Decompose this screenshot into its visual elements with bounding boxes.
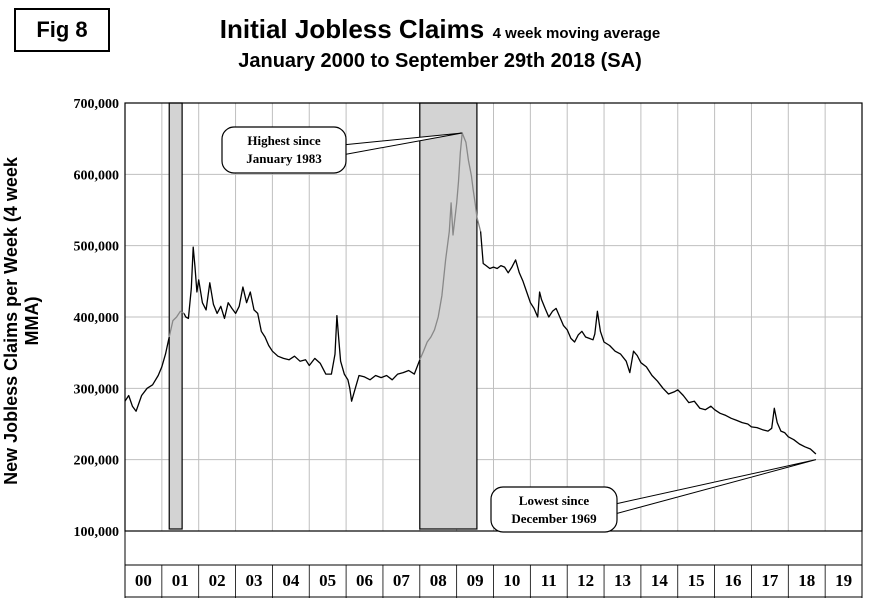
x-tick-label: 19 [835, 571, 852, 590]
x-tick-label: 05 [319, 571, 336, 590]
x-tick-label: 11 [541, 571, 557, 590]
callout-text: December 1969 [511, 511, 597, 526]
y-tick-label: 700,000 [74, 97, 120, 112]
callout-text: Highest since [247, 133, 321, 148]
title-suffix: 4 week moving average [492, 25, 661, 42]
x-tick-label: 00 [135, 571, 152, 590]
plot-border [124, 102, 863, 532]
callout-text: January 1983 [246, 151, 322, 166]
series-line-segment [168, 310, 185, 338]
x-tick-label: 07 [393, 571, 411, 590]
x-tick-label: 09 [467, 571, 484, 590]
recession-bar [419, 102, 478, 530]
x-tick-label: 15 [688, 571, 705, 590]
x-tick-label: 17 [761, 571, 779, 590]
y-tick-label: 200,000 [74, 454, 120, 469]
x-tick-label: 01 [172, 571, 189, 590]
series-line-segment [124, 336, 170, 412]
chart-title: Initial Jobless Claims 4 week moving ave… [140, 14, 740, 45]
x-tick-label: 08 [430, 571, 447, 590]
recession-bar [168, 102, 183, 530]
series-line-segment [183, 246, 421, 402]
figure-label: Fig 8 [14, 8, 110, 52]
series-line-segment [479, 231, 817, 455]
callout-pointer [612, 459, 817, 515]
callout-text: Lowest since [519, 493, 590, 508]
x-tick-label: 18 [798, 571, 815, 590]
x-tick-label: 10 [503, 571, 520, 590]
y-tick-label: 400,000 [74, 311, 120, 326]
chart-subtitle: January 2000 to September 29th 2018 (SA) [238, 50, 642, 72]
x-tick-label: 06 [356, 571, 373, 590]
x-tick-label: 02 [209, 571, 226, 590]
x-tick-label: 14 [651, 571, 669, 590]
y-tick-label: 600,000 [74, 168, 120, 183]
callout-pointer [341, 132, 463, 156]
x-tick-label: 04 [282, 571, 300, 590]
x-tick-label: 16 [725, 571, 742, 590]
y-tick-label: 100,000 [74, 525, 120, 540]
x-tick-label: 13 [614, 571, 631, 590]
y-tick-label: 300,000 [74, 382, 120, 397]
y-tick-label: 500,000 [74, 240, 120, 255]
x-tick-label: 12 [577, 571, 594, 590]
title-main: Initial Jobless Claims [219, 14, 485, 44]
series-line-segment [419, 132, 482, 361]
x-tick-label: 03 [245, 571, 262, 590]
callout-box [221, 126, 347, 174]
callout-box [490, 486, 618, 533]
